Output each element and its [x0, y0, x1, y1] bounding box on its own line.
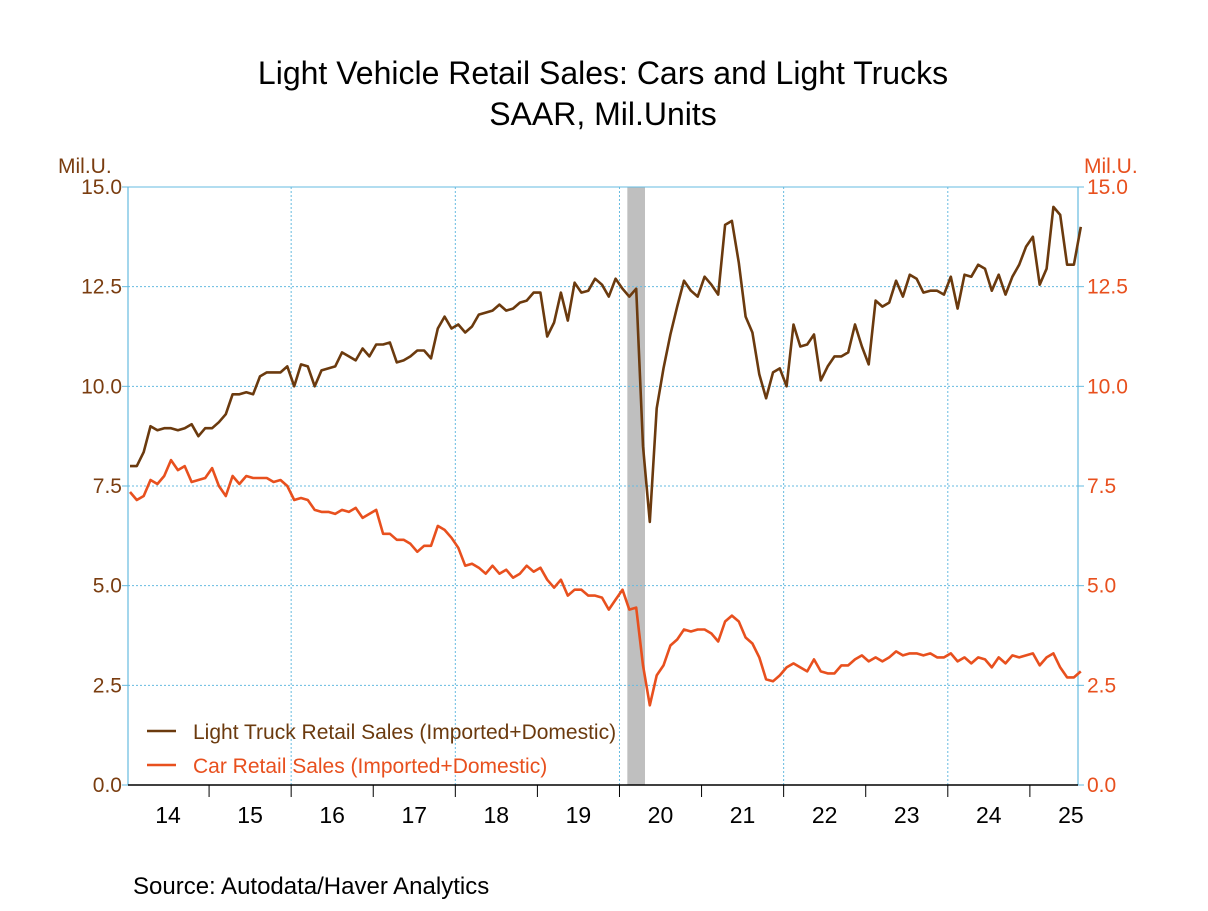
x-tick-label: 21 [730, 802, 756, 828]
right-tick-label: 2.5 [1087, 674, 1116, 697]
left-tick-label: 2.5 [93, 674, 122, 697]
series-line-car [129, 458, 1082, 707]
left-tick-label: 5.0 [93, 575, 122, 598]
series-line-truck [130, 205, 1083, 524]
chart-legend: Light Truck Retail Sales (Imported+Domes… [147, 721, 616, 778]
left-tick-label: 10.0 [81, 375, 122, 398]
right-tick-label: 15.0 [1087, 176, 1128, 199]
right-axis-label: Mil.U. [1084, 155, 1138, 178]
x-tick-label: 19 [566, 802, 592, 828]
right-tick-label: 5.0 [1087, 575, 1116, 598]
chart-subtitle: SAAR, Mil.Units [489, 96, 717, 132]
x-tick-label: 24 [976, 802, 1002, 828]
right-tick-label: 12.5 [1087, 276, 1128, 299]
x-tick-label: 20 [648, 802, 674, 828]
right-tick-label: 10.0 [1087, 375, 1128, 398]
x-tick-label: 25 [1058, 802, 1084, 828]
x-tick-label: 17 [401, 802, 427, 828]
chart-title: Light Vehicle Retail Sales: Cars and Lig… [258, 55, 948, 91]
right-tick-label: 7.5 [1087, 475, 1116, 498]
left-tick-label: 15.0 [81, 176, 122, 199]
left-axis-label: Mil.U. [58, 155, 112, 178]
source-note: Source: Autodata/Haver Analytics [133, 873, 489, 900]
x-tick-label: 22 [812, 802, 838, 828]
left-tick-label: 7.5 [93, 475, 122, 498]
x-tick-label: 15 [237, 802, 263, 828]
x-tick-label: 16 [319, 802, 345, 828]
legend-label-truck: Light Truck Retail Sales (Imported+Domes… [193, 721, 616, 744]
left-tick-label: 12.5 [81, 276, 122, 299]
x-tick-label: 18 [484, 802, 510, 828]
legend-label-car: Car Retail Sales (Imported+Domestic) [193, 755, 547, 778]
x-tick-label: 23 [894, 802, 920, 828]
right-tick-label: 0.0 [1087, 774, 1116, 797]
left-tick-label: 0.0 [93, 774, 122, 797]
x-tick-label: 14 [155, 802, 181, 828]
